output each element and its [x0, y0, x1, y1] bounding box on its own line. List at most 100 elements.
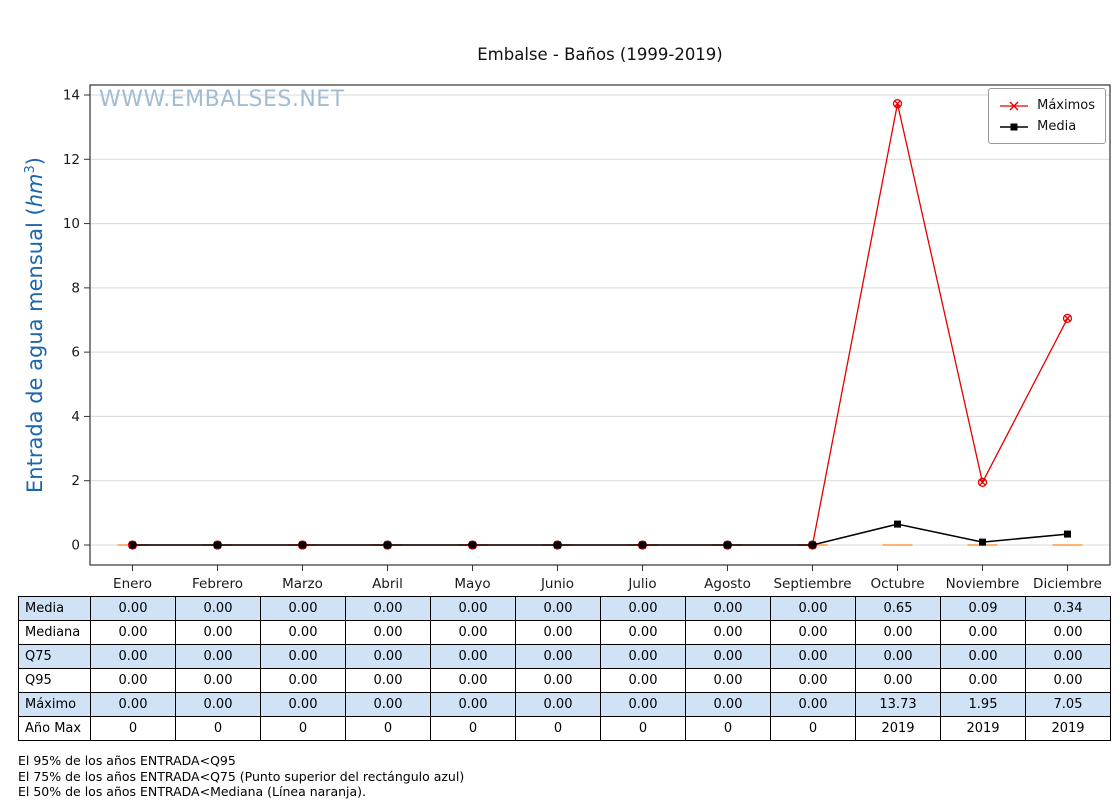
table-cell: 0.00	[345, 668, 431, 693]
table-cell: 1.95	[940, 692, 1026, 717]
maximos-marker	[977, 477, 988, 487]
table-cell: 0.00	[770, 692, 856, 717]
watermark: WWW.EMBALSES.NET	[99, 87, 345, 112]
y-tick-label: 10	[63, 216, 80, 232]
table-cell: 0.00	[515, 620, 601, 645]
table-cell: 0.00	[685, 620, 771, 645]
footnote-line: El 50% de los años ENTRADA<Mediana (Líne…	[18, 784, 367, 799]
maximos-line	[132, 103, 1069, 546]
legend-item-media: Media	[999, 116, 1095, 137]
legend-label-maximos: Máximos	[1037, 98, 1095, 113]
table-row: Mediana 0.00 0.00 0.00 0.00 0.00 0.00 0.00 0.00 0…	[18, 620, 1111, 645]
y-axis-label-text: Entrada de agua mensual (	[23, 207, 47, 493]
media-marker	[724, 541, 731, 549]
media-marker	[1064, 530, 1071, 538]
table-cell: 0.00	[940, 668, 1026, 693]
table-cell: 0.00	[345, 620, 431, 645]
table-cell: 0	[345, 716, 431, 741]
maximos-marker	[894, 100, 901, 108]
table-cell: 0	[600, 716, 686, 741]
table-cell: 0.00	[600, 644, 686, 669]
table-cell: 0.00	[940, 644, 1026, 669]
table-cell: 0	[90, 716, 176, 741]
table-cell: 0.00	[345, 644, 431, 669]
media-marker	[809, 541, 816, 549]
y-axis-label: Entrada de agua mensual (hm3)	[23, 85, 51, 565]
row-label: Media	[18, 596, 91, 621]
media-marker	[639, 541, 646, 549]
table-cell: 0.00	[175, 620, 261, 645]
table-cell: 0	[430, 716, 516, 741]
legend-label-media: Media	[1037, 119, 1077, 134]
table-cell: 0	[770, 716, 856, 741]
row-label: Mediana	[18, 620, 91, 645]
table-cell: 0.00	[940, 620, 1026, 645]
table-cell: 0.00	[515, 596, 601, 621]
y-tick-label: 14	[63, 88, 80, 104]
table-cell: 0.00	[90, 620, 176, 645]
table-cell: 0.00	[260, 596, 346, 621]
table-cell: 0	[175, 716, 261, 741]
table-cell: 0.00	[430, 644, 516, 669]
table-cell: 0.00	[90, 668, 176, 693]
x-tick-label: Abril	[372, 576, 403, 592]
media-marker	[979, 538, 986, 546]
y-tick-label: 6	[71, 345, 80, 361]
table-cell: 0.00	[1025, 620, 1111, 645]
table-cell: 0.00	[345, 596, 431, 621]
table-cell: 0.00	[855, 620, 941, 645]
y-tick-label: 2	[71, 473, 80, 489]
table-cell: 0.00	[770, 644, 856, 669]
media-marker	[469, 541, 476, 549]
media-marker	[299, 541, 306, 549]
table-cell: 0.34	[1025, 596, 1111, 621]
footnote-line: El 95% de los años ENTRADA<Q95	[18, 753, 236, 768]
table-cell: 0.00	[685, 692, 771, 717]
table-cell: 0.00	[600, 692, 686, 717]
table-cell: 0.00	[1025, 668, 1111, 693]
table-row: Media 0.00 0.00 0.00 0.00 0.00 0.00 0.00 0.00 0.0…	[18, 596, 1111, 621]
y-tick-label: 4	[71, 409, 80, 425]
x-tick-label: Mayo	[454, 576, 490, 592]
table-cell: 2019	[855, 716, 941, 741]
y-tick-label: 12	[63, 152, 80, 168]
row-label: Q95	[18, 668, 91, 693]
table-cell: 0	[260, 716, 346, 741]
table-cell: 7.05	[1025, 692, 1111, 717]
table-cell: 0.00	[430, 692, 516, 717]
x-tick-label: Agosto	[704, 576, 751, 592]
table-cell: 0.00	[345, 692, 431, 717]
chart-title: Embalse - Baños (1999-2019)	[477, 45, 723, 64]
x-tick-label: Octubre	[870, 576, 924, 592]
maximos-marker	[1062, 313, 1073, 324]
table-cell: 0.00	[175, 644, 261, 669]
x-tick-label: Marzo	[282, 576, 323, 592]
table-cell: 0	[685, 716, 771, 741]
media-marker	[129, 541, 136, 549]
footnotes: El 95% de los años ENTRADA<Q95 El 75% de…	[18, 753, 464, 800]
table-cell: 0.00	[685, 596, 771, 621]
stats-table: Media 0.00 0.00 0.00 0.00 0.00 0.00 0.00 0.00 0.0…	[18, 596, 1111, 741]
table-row: Q95 0.00 0.00 0.00 0.00 0.00 0.00 0.00 0.00 0.00 0…	[18, 668, 1111, 693]
table-cell: 0.00	[430, 620, 516, 645]
table-cell: 0.00	[260, 692, 346, 717]
table-cell: 0.00	[685, 644, 771, 669]
table-cell: 0.00	[175, 596, 261, 621]
table-cell: 0.00	[770, 620, 856, 645]
table-cell: 0.00	[175, 668, 261, 693]
x-tick-label: Noviembre	[946, 576, 1020, 592]
table-cell: 0.00	[260, 620, 346, 645]
x-tick-label: Julio	[627, 576, 656, 592]
table-cell: 0.00	[90, 692, 176, 717]
table-cell: 0.00	[515, 692, 601, 717]
table-cell: 0.00	[175, 692, 261, 717]
table-cell: 0	[515, 716, 601, 741]
table-cell: 0.00	[430, 596, 516, 621]
table-cell: 0.00	[515, 668, 601, 693]
y-axis-label-close: )	[23, 157, 47, 166]
media-marker	[894, 520, 901, 528]
table-cell: 2019	[940, 716, 1026, 741]
table-cell: 0.00	[1025, 644, 1111, 669]
maximos-marker	[1064, 314, 1071, 322]
